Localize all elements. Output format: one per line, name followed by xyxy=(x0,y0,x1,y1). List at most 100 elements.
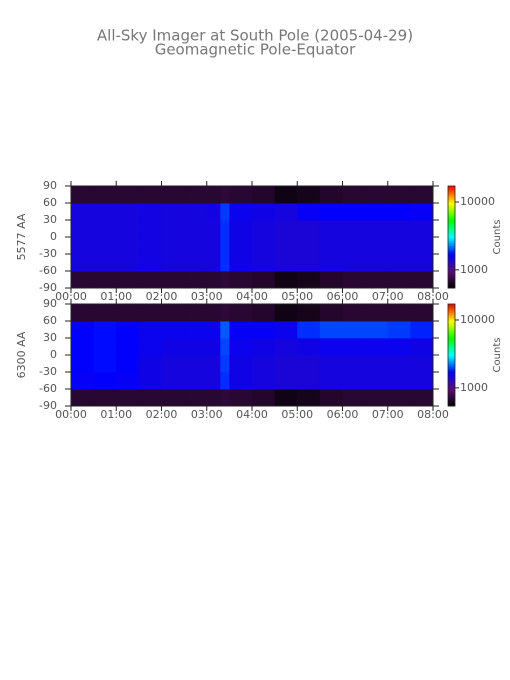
heat-cell xyxy=(342,372,366,390)
heat-cell xyxy=(138,355,162,373)
heat-cell xyxy=(138,186,162,204)
colorbar-swatch xyxy=(448,238,455,241)
heat-cell xyxy=(116,186,140,204)
colorbar-swatch xyxy=(448,372,455,375)
colorbar-swatch xyxy=(448,361,455,364)
colorbar-swatch xyxy=(448,385,455,388)
colorbar-swatch xyxy=(448,326,455,329)
heat-cell xyxy=(252,203,276,221)
heat-cell xyxy=(252,372,276,390)
heat-cell xyxy=(387,355,411,373)
colorbar-swatch xyxy=(448,309,455,312)
heat-cell xyxy=(274,237,298,255)
x-tick-label: 04:00 xyxy=(236,290,268,303)
y-tick-label: 90 xyxy=(43,297,57,310)
heat-cell xyxy=(252,254,276,272)
heat-cell xyxy=(387,186,411,204)
x-tick-label: 03:00 xyxy=(191,290,223,303)
heat-cell xyxy=(206,186,221,204)
colorbar-swatch xyxy=(448,319,455,322)
y-tick-label: 0 xyxy=(50,348,57,361)
heat-cell xyxy=(116,304,140,322)
colorbar-swatch xyxy=(448,304,455,307)
colorbar-swatch xyxy=(448,390,455,393)
heat-cell xyxy=(410,203,434,221)
heat-cell xyxy=(161,304,185,322)
heat-cell xyxy=(220,203,230,221)
colorbar-tick-label: 1000 xyxy=(460,263,488,276)
heat-cell xyxy=(410,237,434,255)
colorbar-swatch xyxy=(448,189,455,192)
colorbar-swatch xyxy=(448,321,455,324)
heat-cell xyxy=(93,338,117,356)
colorbar-swatch xyxy=(448,387,455,390)
colorbar-swatch xyxy=(448,247,455,250)
heat-cell xyxy=(71,203,95,221)
colorbar-swatch xyxy=(448,334,455,337)
heat-cell xyxy=(220,254,230,272)
colorbar-swatch xyxy=(448,399,455,402)
colorbar-swatch xyxy=(448,366,455,370)
colorbar-swatch xyxy=(448,317,455,320)
colorbar-swatch xyxy=(448,248,455,252)
heat-cell xyxy=(410,186,434,204)
heat-cell xyxy=(365,237,389,255)
colorbar-swatch xyxy=(448,191,455,194)
heat-cell xyxy=(365,389,389,407)
colorbar-swatch xyxy=(448,225,455,228)
heat-cell xyxy=(161,220,185,238)
colorbar-swatch xyxy=(448,271,455,274)
colorbar-swatch xyxy=(448,240,455,243)
colorbar-swatch xyxy=(448,237,455,240)
heat-cell xyxy=(93,254,117,272)
heat-cell xyxy=(220,321,230,339)
colorbar-swatch xyxy=(448,368,455,371)
heat-cell xyxy=(252,237,276,255)
heat-cell xyxy=(206,254,221,272)
heat-cell xyxy=(252,271,276,289)
colorbar-swatch xyxy=(448,286,455,289)
colorbar-swatch xyxy=(448,208,455,211)
heat-cell xyxy=(319,389,343,407)
colorbar-swatch xyxy=(448,377,455,380)
x-tick-label: 07:00 xyxy=(372,290,404,303)
heat-cell xyxy=(71,271,95,289)
colorbar-swatch xyxy=(448,276,455,279)
colorbar-swatch xyxy=(448,213,455,216)
y-tick-label: 60 xyxy=(43,314,57,327)
heat-cell xyxy=(387,372,411,390)
colorbar-swatch xyxy=(448,214,455,218)
heat-cell xyxy=(161,321,185,339)
y-axis-label: 6300 AA xyxy=(15,331,28,378)
heat-cell xyxy=(274,271,298,289)
heat-cell xyxy=(342,389,366,407)
heat-cell xyxy=(365,321,389,339)
heat-cell xyxy=(161,203,185,221)
heat-cell xyxy=(410,389,434,407)
colorbar-swatch xyxy=(448,250,455,253)
heat-cell xyxy=(116,355,140,373)
colorbar-swatch xyxy=(448,344,455,347)
colorbar-swatch xyxy=(448,203,455,206)
colorbar-swatch xyxy=(448,242,455,245)
x-tick-label: 01:00 xyxy=(100,290,132,303)
colorbar-swatch xyxy=(448,257,455,260)
heat-cell xyxy=(297,304,321,322)
heat-cell xyxy=(161,271,185,289)
heat-cell xyxy=(138,254,162,272)
heat-cell xyxy=(297,220,321,238)
colorbar-swatch xyxy=(448,269,455,272)
heat-cell xyxy=(274,372,298,390)
colorbar-swatch xyxy=(448,187,455,190)
colorbar-swatch xyxy=(448,186,455,189)
heat-cell xyxy=(229,321,253,339)
colorbar-swatch xyxy=(448,348,455,351)
heat-cell xyxy=(116,220,140,238)
heat-cell xyxy=(71,338,95,356)
colorbar-swatch xyxy=(448,220,455,223)
colorbar-tick-label: 10000 xyxy=(460,195,495,208)
colorbar-swatch xyxy=(448,358,455,361)
x-tick-label: 00:00 xyxy=(55,408,87,421)
heat-cell xyxy=(252,304,276,322)
heat-cell xyxy=(229,338,253,356)
